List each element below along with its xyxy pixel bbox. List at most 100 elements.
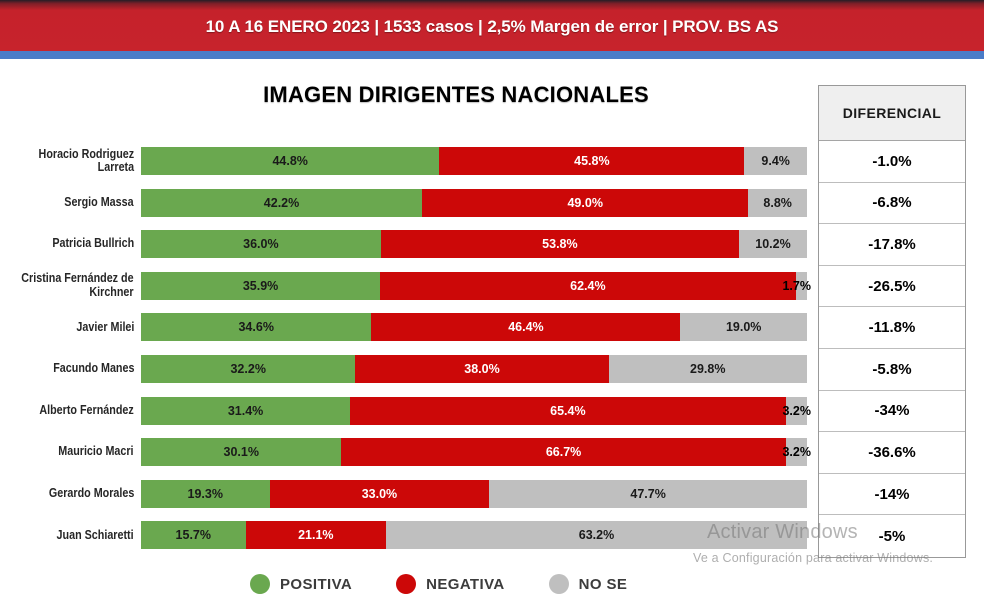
bar-value-label: 46.4%: [508, 320, 544, 335]
chart-row: Juan Schiaretti 15.7% 21.1% 63.2%: [0, 521, 810, 550]
banner-red-strip: 10 A 16 ENERO 2023 | 1533 casos | 2,5% M…: [0, 0, 984, 51]
bar-segment-no-se: 19.0%: [680, 313, 807, 342]
bar-value-label: 62.4%: [570, 278, 606, 293]
bar-segment-positiva: 31.4%: [141, 396, 351, 425]
diferencial-table: DIFERENCIAL -1.0% -6.8% -17.8% -26.5% -11.8%…: [818, 85, 966, 558]
bar-value-label: 34.6%: [238, 320, 274, 335]
bar-segment-positiva: 35.9%: [141, 271, 381, 300]
bar-value-label: 49.0%: [567, 195, 603, 210]
bar-value-label: 47.7%: [630, 486, 666, 501]
category-label: Alberto Fernández: [39, 402, 134, 417]
diferencial-value: -36.6%: [819, 432, 965, 474]
bar-segment-no-se: 10.2%: [739, 230, 807, 259]
stacked-bar: 30.1% 66.7% 3.2%: [141, 438, 811, 467]
bar-segment-negativa: 45.8%: [439, 147, 745, 175]
bar-segment-no-se: 47.7%: [489, 479, 807, 508]
bar-value-label: 31.4%: [227, 403, 264, 418]
category-label: Sergio Massa: [64, 194, 134, 209]
bar-value-label: 19.3%: [187, 486, 223, 501]
chart-legend: POSITIVA NEGATIVA NO SE: [250, 574, 627, 594]
diferencial-value: -1.0%: [819, 141, 965, 183]
bar-value-label: 9.4%: [761, 154, 790, 168]
bar-segment-negativa: 66.7%: [341, 438, 786, 467]
diferencial-value: -17.8%: [819, 224, 965, 266]
diferencial-value: -34%: [819, 390, 965, 433]
category-label: Cristina Fernández de Kirchner: [21, 271, 134, 299]
bar-segment-positiva: 19.3%: [141, 479, 270, 508]
bar-value-label: 32.2%: [230, 362, 266, 376]
category-label: Gerardo Morales: [48, 486, 134, 501]
bar-value-label: 38.0%: [464, 362, 500, 376]
banner-blue-strip: [0, 51, 984, 59]
diferencial-value: -26.5%: [819, 265, 965, 308]
negativa-dot-icon: [396, 574, 417, 594]
diferencial-value: -5.8%: [819, 348, 965, 391]
bar-segment-negativa: 33.0%: [269, 479, 490, 508]
bar-value-label: 65.4%: [550, 403, 586, 418]
diferencial-value: -5%: [819, 515, 965, 557]
bar-value-label: 8.8%: [763, 195, 792, 210]
bar-value-label: 29.8%: [690, 362, 726, 376]
chart-row: Horacio Rodriguez Larreta 44.8% 45.8% 9.4%: [0, 147, 810, 175]
bar-segment-negativa: 46.4%: [371, 313, 681, 342]
chart-row: Sergio Massa 42.2% 49.0% 8.8%: [0, 188, 810, 217]
diferencial-cells: -1.0% -6.8% -17.8% -26.5% -11.8% -5.8% -34% -36…: [819, 141, 965, 557]
bar-value-label: 44.8%: [272, 154, 308, 168]
bar-segment-negativa: 21.1%: [245, 521, 387, 550]
stacked-bar: 32.2% 38.0% 29.8%: [141, 355, 807, 383]
chart-row: Alberto Fernández 31.4% 65.4% 3.2%: [0, 396, 811, 425]
stacked-bar: 15.7% 21.1% 63.2%: [141, 521, 807, 550]
bar-value-label: 63.2%: [578, 528, 615, 543]
bar-segment-no-se: 29.8%: [608, 355, 807, 383]
chart-row: Gerardo Morales 19.3% 33.0% 47.7%: [0, 479, 810, 508]
stacked-bar: 31.4% 65.4% 3.2%: [141, 396, 811, 425]
bar-segment-negativa: 49.0%: [422, 188, 749, 217]
bar-segment-negativa: 53.8%: [380, 230, 740, 259]
legend-item-positiva: POSITIVA: [250, 574, 352, 594]
bar-value-label: 66.7%: [545, 445, 582, 460]
stacked-bar: 42.2% 49.0% 8.8%: [141, 188, 807, 217]
category-label: Mauricio Macri: [58, 444, 134, 459]
legend-item-negativa: NEGATIVA: [396, 574, 504, 594]
bar-value-label: 1.7%: [782, 278, 811, 293]
legend-label: POSITIVA: [280, 575, 353, 593]
chart-title: IMAGEN DIRIGENTES NACIONALES: [263, 82, 649, 107]
diferencial-value: -11.8%: [819, 307, 965, 349]
chart-row: Javier Milei 34.6% 46.4% 19.0%: [0, 313, 810, 342]
chart-row: Cristina Fernández de Kirchner 35.9% 62.4%…: [0, 271, 811, 300]
stacked-bar: 44.8% 45.8% 9.4%: [141, 147, 807, 175]
bar-value-label: 45.8%: [574, 154, 610, 168]
bar-segment-negativa: 38.0%: [355, 355, 609, 383]
bar-segment-negativa: 65.4%: [350, 396, 786, 425]
bar-segment-negativa: 62.4%: [380, 271, 796, 300]
diferencial-value: -6.8%: [819, 182, 965, 225]
bar-value-label: 42.2%: [263, 195, 300, 210]
legend-label: NEGATIVA: [426, 575, 505, 593]
bar-value-label: 21.1%: [298, 528, 334, 543]
bar-value-label: 19.0%: [725, 320, 762, 335]
bar-segment-no-se: 3.2%: [782, 396, 811, 425]
stacked-bar: 35.9% 62.4% 1.7%: [141, 271, 811, 300]
chart-row: Patricia Bullrich 36.0% 53.8% 10.2%: [0, 230, 810, 259]
stacked-bar: 34.6% 46.4% 19.0%: [141, 313, 807, 342]
bar-segment-no-se: 8.8%: [748, 188, 807, 217]
bar-value-label: 3.2%: [782, 445, 811, 460]
bar-segment-positiva: 36.0%: [141, 230, 381, 259]
bar-segment-no-se: 1.7%: [782, 271, 811, 300]
chart-rows: Horacio Rodriguez Larreta 44.8% 45.8% 9.4% S…: [0, 147, 811, 550]
bar-segment-no-se: 9.4%: [744, 147, 807, 175]
banner-text: 10 A 16 ENERO 2023 | 1533 casos | 2,5% M…: [205, 17, 779, 36]
no-se-dot-icon: [548, 574, 569, 594]
bar-value-label: 10.2%: [755, 237, 791, 252]
bar-value-label: 36.0%: [243, 237, 279, 252]
bar-segment-positiva: 15.7%: [141, 521, 246, 550]
bar-value-label: 33.0%: [361, 486, 398, 501]
category-label: Juan Schiaretti: [56, 527, 134, 542]
positiva-dot-icon: [250, 574, 270, 594]
bar-segment-positiva: 44.8%: [141, 147, 440, 175]
bar-value-label: 30.1%: [223, 445, 259, 460]
diferencial-value: -14%: [819, 473, 965, 516]
legend-item-no-se: NO SE: [548, 574, 628, 594]
bar-segment-positiva: 30.1%: [141, 438, 342, 467]
